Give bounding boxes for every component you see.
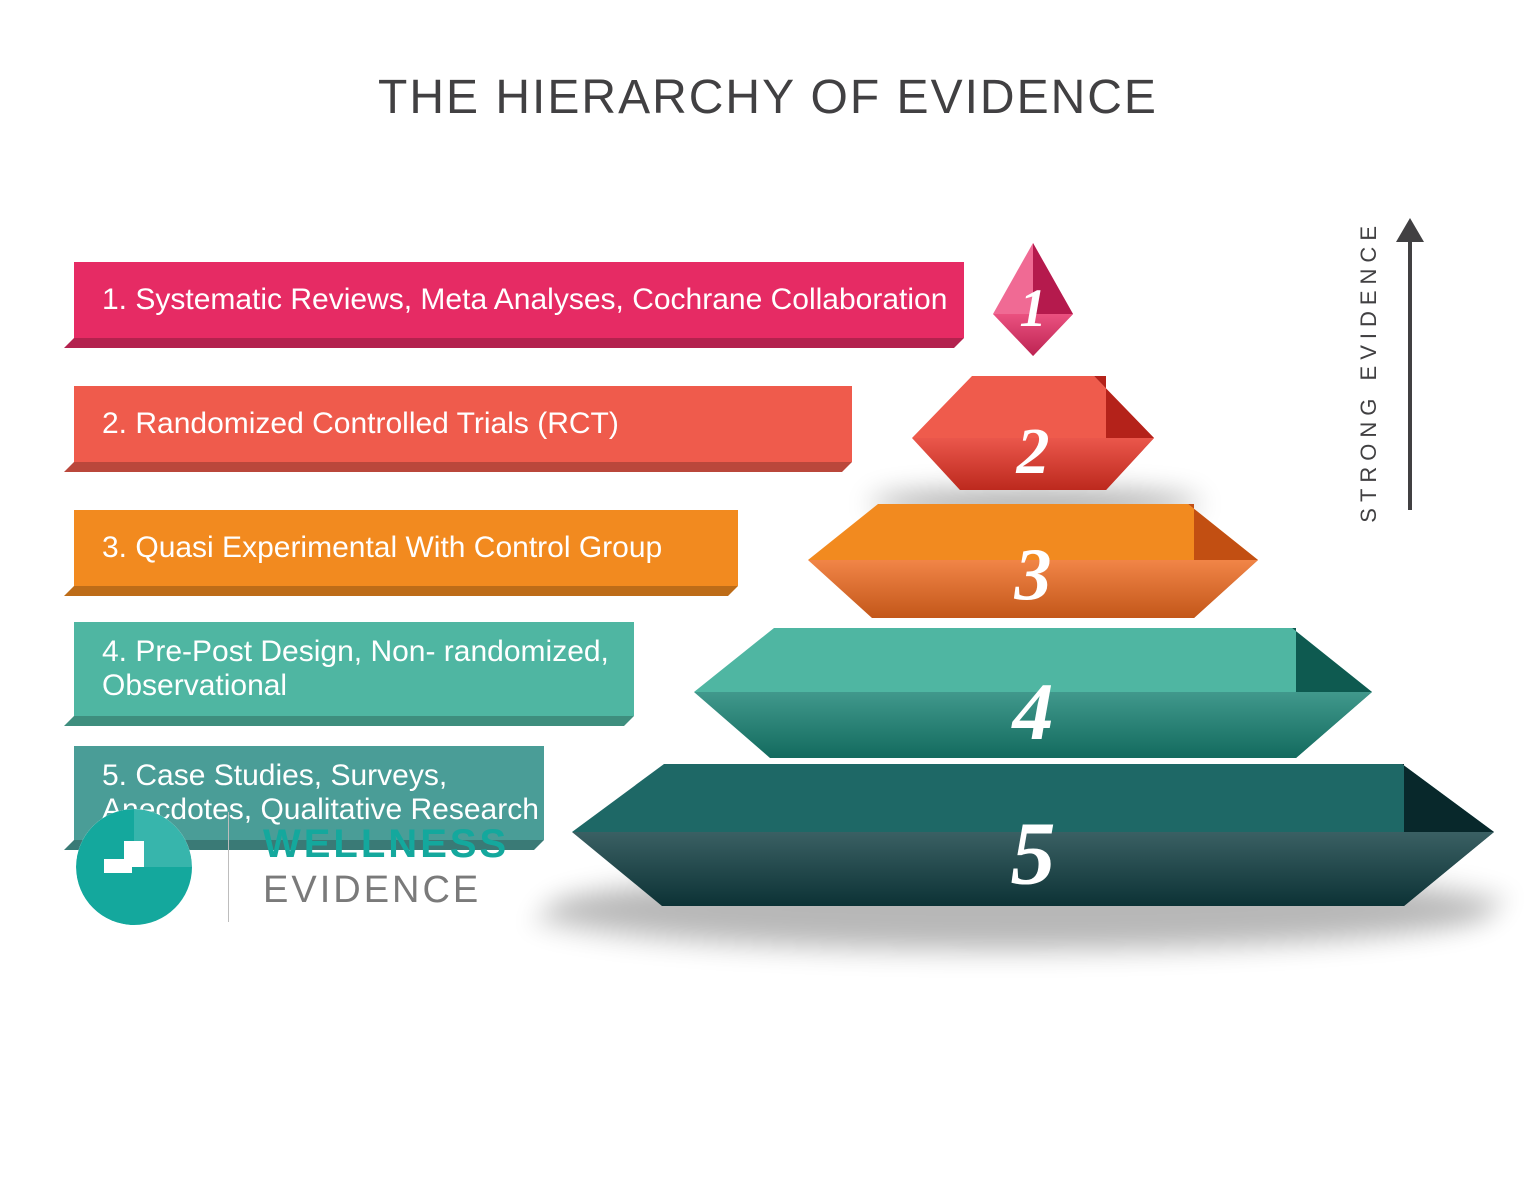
- axis-line: [1408, 236, 1412, 510]
- brand-logo-icon: [74, 807, 194, 927]
- brand-logo-text: WELLNESS EVIDENCE: [263, 822, 509, 912]
- axis-label: STRONG EVIDENCE: [1356, 220, 1382, 523]
- brand-logo: WELLNESS EVIDENCE: [74, 807, 509, 927]
- infographic-canvas: THE HIERARCHY OF EVIDENCE 12345 1. Syste…: [0, 0, 1536, 1187]
- logo-divider: [228, 812, 229, 922]
- axis-arrowhead: [1396, 218, 1424, 242]
- strength-axis: STRONG EVIDENCE: [0, 0, 1536, 1187]
- brand-logo-line1: WELLNESS: [263, 822, 509, 867]
- brand-logo-line2: EVIDENCE: [263, 869, 509, 912]
